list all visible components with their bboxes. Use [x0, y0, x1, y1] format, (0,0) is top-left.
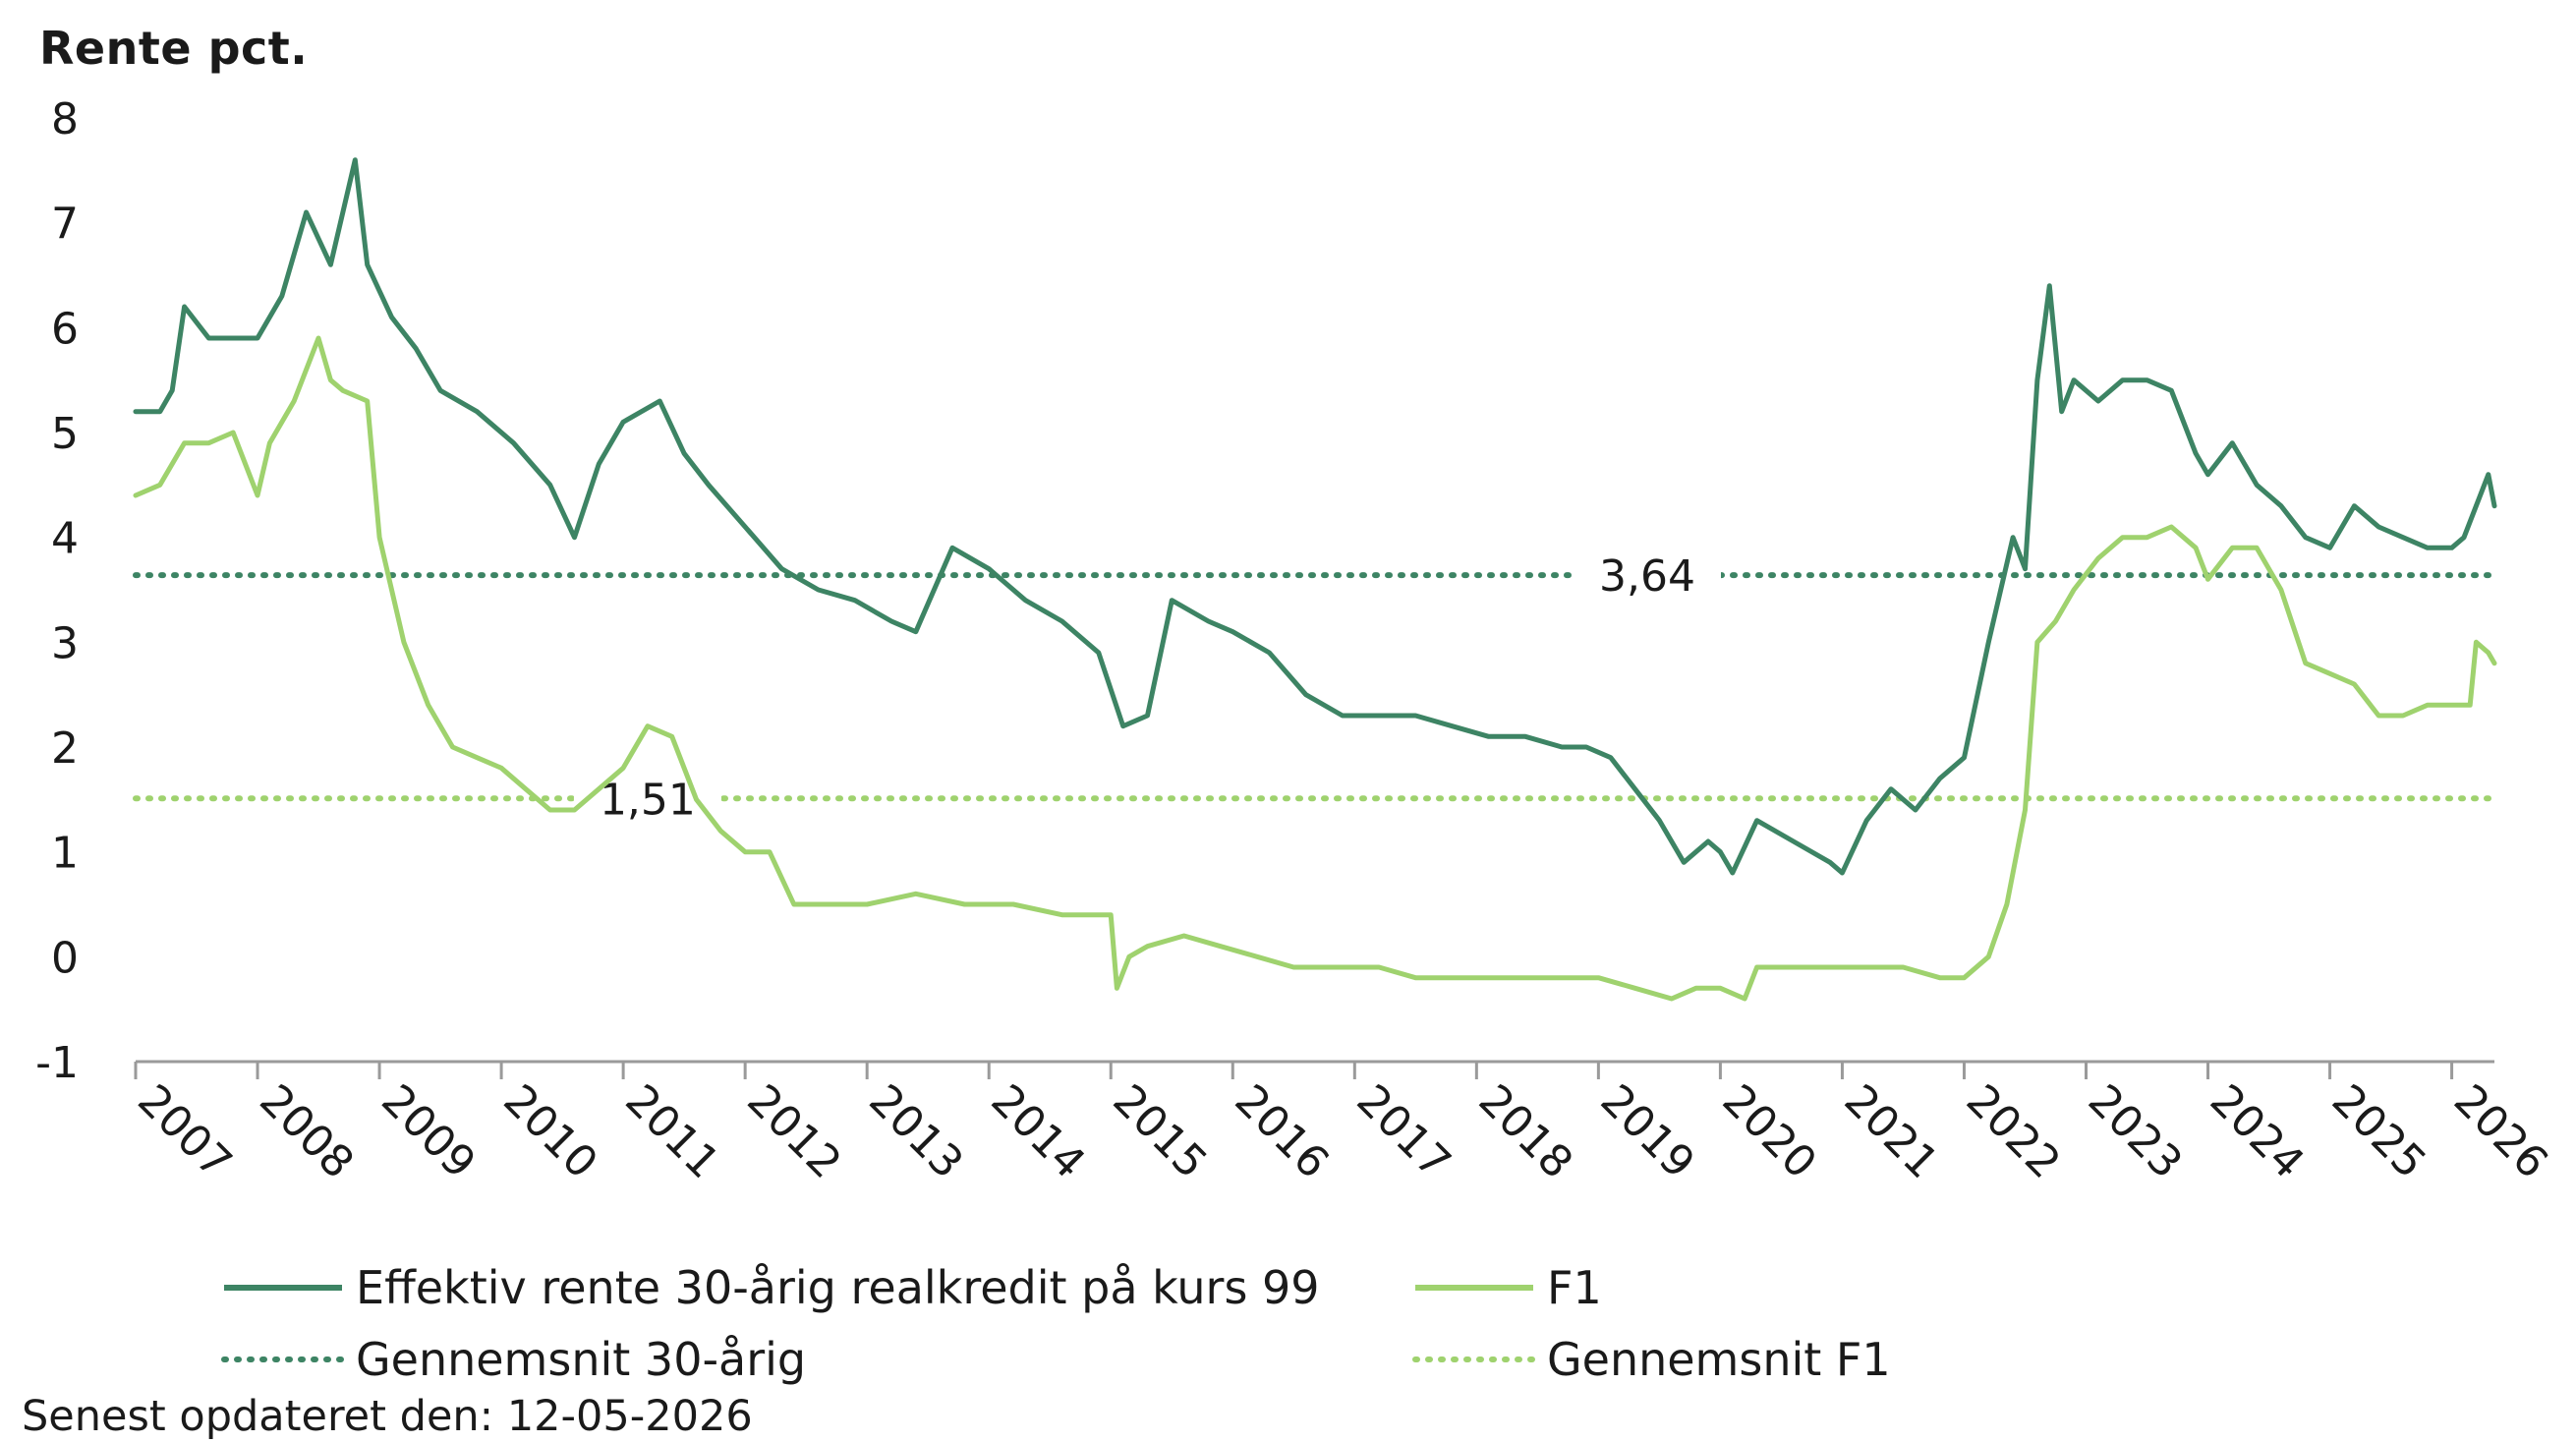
x-tick-label: 2024 [2201, 1075, 2314, 1188]
y-tick-label: 3 [51, 618, 79, 668]
average-value-label: 3,64 [1599, 551, 1695, 602]
y-tick-label: 1 [51, 829, 79, 879]
average-value-label: 1,51 [600, 775, 696, 825]
legend-label: Effektiv rente 30-årig realkredit på kur… [356, 1261, 1320, 1314]
x-tick-label: 2010 [493, 1075, 606, 1188]
x-tick-label: 2013 [859, 1075, 972, 1188]
series-line [133, 157, 2497, 876]
y-axis: -1 0 1 2 3 4 5 6 7 8 [35, 94, 79, 1088]
y-tick-label: -1 [35, 1038, 79, 1088]
last-updated-note: Senest opdateret den: 12-05-2026 [22, 1392, 753, 1441]
legend-label: Gennemsnit F1 [1547, 1333, 1891, 1386]
series-lines [133, 157, 2497, 1002]
x-tick-label: 2026 [2444, 1075, 2557, 1188]
x-tick-label: 2014 [981, 1075, 1094, 1188]
x-tick-label: 2009 [372, 1075, 485, 1188]
y-tick-label: 4 [51, 514, 79, 564]
x-tick-label: 2023 [2079, 1075, 2192, 1188]
y-tick-label: 8 [51, 94, 79, 144]
x-tick-label: 2021 [1835, 1075, 1948, 1188]
y-tick-label: 2 [51, 723, 79, 774]
x-tick-label: 2019 [1591, 1075, 1704, 1188]
x-tick-label: 2016 [1226, 1075, 1339, 1188]
x-tick-label: 2007 [128, 1075, 241, 1188]
x-tick-label: 2015 [1103, 1075, 1216, 1188]
x-tick-label: 2020 [1713, 1075, 1826, 1188]
x-tick-label: 2008 [250, 1075, 363, 1188]
x-tick-label: 2012 [737, 1075, 850, 1188]
y-axis-title: Rente pct. [39, 22, 309, 75]
average-label-background [1573, 546, 1721, 606]
x-tick-label: 2022 [1957, 1075, 2070, 1188]
y-tick-label: 6 [51, 304, 79, 354]
x-tick-label: 2017 [1347, 1075, 1460, 1188]
legend-label: Gennemsnit 30-årig [356, 1333, 806, 1386]
x-axis: 2007 2008 2009 2010 2011 2012 2013 2014 2015 2016… [128, 1060, 2557, 1188]
y-tick-label: 7 [51, 200, 79, 250]
x-tick-label: 2025 [2322, 1075, 2435, 1188]
series-line [133, 335, 2497, 1002]
legend-label: F1 [1547, 1261, 1602, 1314]
average-lines: 3,64 1,51 [133, 546, 2497, 829]
legend: Effektiv rente 30-årig realkredit på kur… [221, 1261, 1891, 1386]
x-tick-label: 2011 [615, 1075, 728, 1188]
x-tick-label: 2018 [1469, 1075, 1582, 1188]
y-tick-label: 0 [51, 933, 79, 983]
y-tick-label: 5 [51, 409, 79, 459]
